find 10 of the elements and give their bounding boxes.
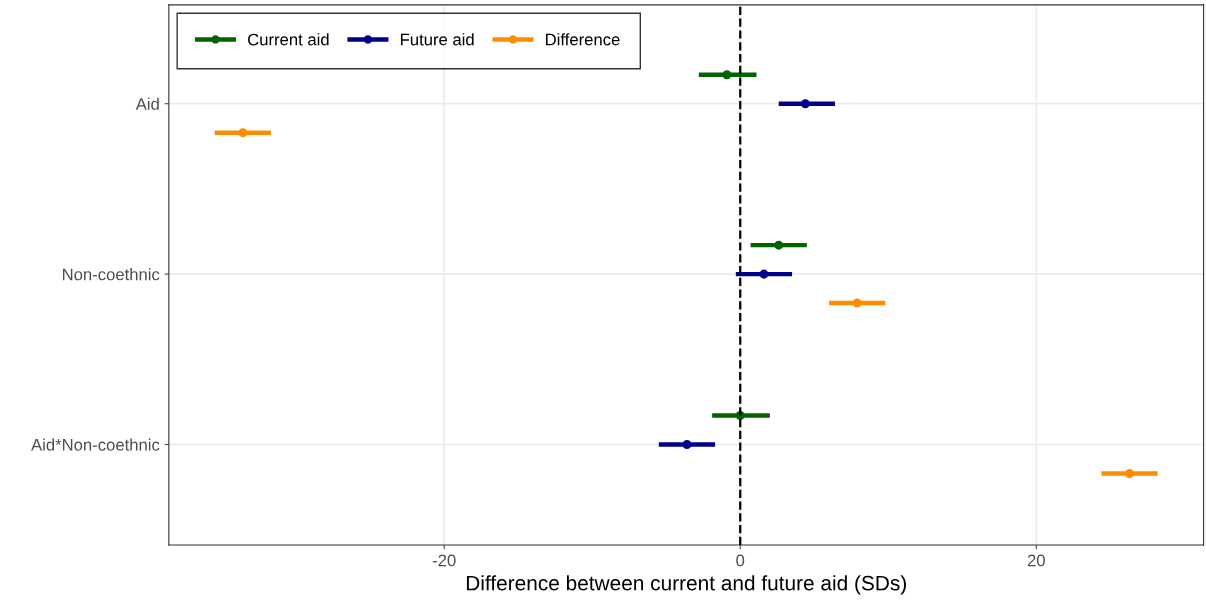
legend-label: Future aid xyxy=(400,33,474,46)
y-tick-label: Aid xyxy=(135,97,159,110)
legend-label: Difference xyxy=(546,33,620,46)
y-tick-label: Non-coethnic xyxy=(62,268,160,281)
x-tick-label: 20 xyxy=(1027,554,1045,567)
legend-label: Current aid xyxy=(248,33,329,46)
x-tick-label: -20 xyxy=(432,554,456,567)
x-tick-label: 0 xyxy=(736,554,745,567)
y-tick-label: Aid*Non-coethnic xyxy=(31,438,160,451)
x-axis-title: Difference between current and future aid (SDs) xyxy=(466,575,906,595)
